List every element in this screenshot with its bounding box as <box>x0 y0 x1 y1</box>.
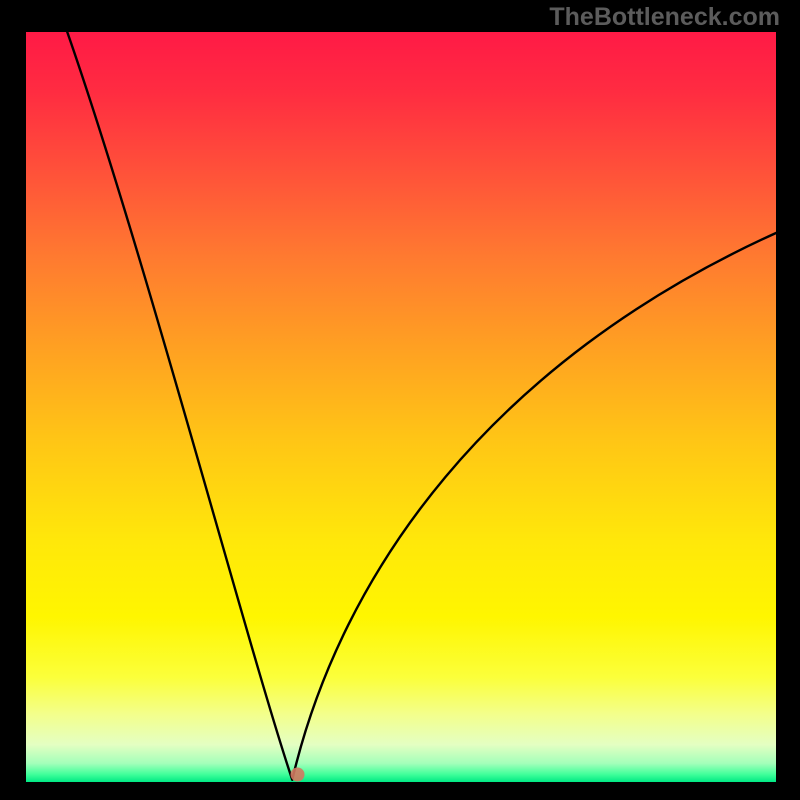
minimum-marker <box>291 768 305 782</box>
curve-layer <box>26 32 776 782</box>
bottleneck-curve <box>67 32 776 780</box>
chart-stage: TheBottleneck.com <box>0 0 800 800</box>
plot-area <box>26 32 776 782</box>
watermark-text: TheBottleneck.com <box>549 3 780 32</box>
